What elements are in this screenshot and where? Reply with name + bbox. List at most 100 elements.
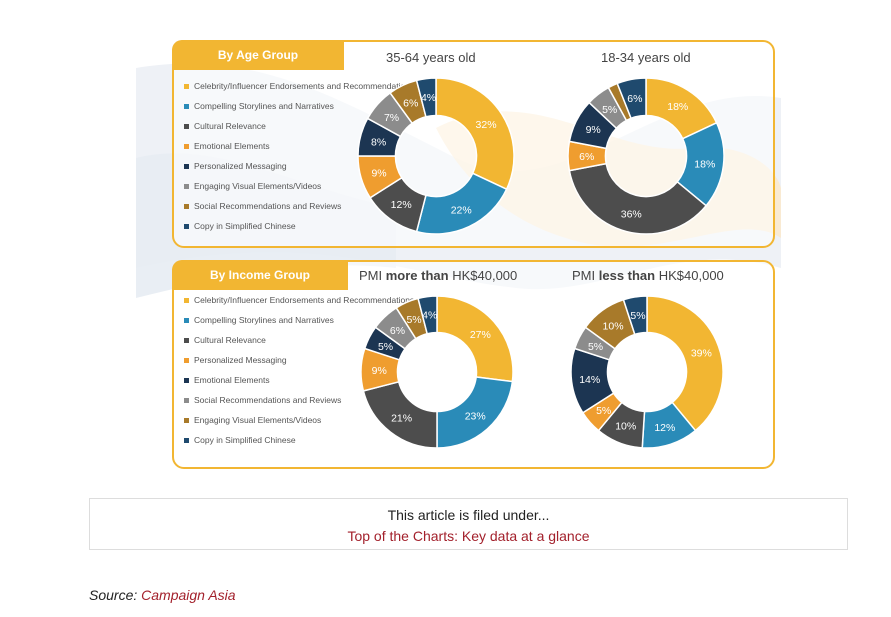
legend-swatch [184, 318, 189, 323]
slice-label: 32% [476, 119, 497, 131]
legend-item: Engaging Visual Elements/Videos [184, 416, 414, 436]
age-group-panel: By Age Group Celebrity/Influencer Endors… [172, 40, 775, 248]
donut-slice [415, 172, 508, 235]
legend-label: Copy in Simplified Chinese [194, 435, 296, 445]
slice-label: 6% [627, 93, 642, 105]
legend-label: Social Recommendations and Reviews [194, 395, 342, 405]
slice-label: 23% [465, 410, 486, 422]
slice-label: 22% [451, 205, 472, 217]
title-suffix: HK$40,000 [658, 268, 724, 283]
donut-slice [568, 162, 708, 235]
legend-swatch [184, 418, 189, 423]
donut-chart-pmi-more: 27%23%21%9%5%6%5% 4% [360, 295, 514, 449]
title-bold: more than [385, 268, 449, 283]
chart-title-35-64: 35-64 years old [386, 50, 476, 65]
chart-title-18-34: 18-34 years old [601, 50, 691, 65]
donut-slice [616, 77, 647, 120]
title-suffix: HK$40,000 [452, 268, 518, 283]
donut-slice [435, 77, 515, 191]
legend-label: Social Recommendations and Reviews [194, 201, 342, 211]
slice-label: 10% [603, 320, 624, 332]
legend-item: Copy in Simplified Chinese [184, 436, 414, 450]
legend-swatch [184, 104, 189, 109]
donut-chart-pmi-less: 39%12%10%5%14%5%10%5% [570, 295, 724, 449]
age-group-tab: By Age Group [172, 40, 344, 70]
slice-label: 9% [586, 124, 601, 136]
title-prefix: PMI [359, 268, 383, 283]
legend-item: Social Recommendations and Reviews [184, 396, 414, 416]
slice-label: 4% [421, 92, 436, 104]
slice-label: 6% [579, 151, 594, 163]
legend-swatch [184, 438, 189, 443]
slice-label: 12% [391, 199, 412, 211]
legend-swatch [184, 204, 189, 209]
slice-label: 6% [390, 325, 405, 337]
donut-chart-18-34: 18% 18% 36% 6% 9%5% 6% [567, 77, 725, 235]
legend-label: Engaging Visual Elements/Videos [194, 181, 322, 191]
legend-item: Celebrity/Influencer Endorsements and Re… [184, 296, 414, 316]
legend-item: Engaging Visual Elements/Videos [184, 182, 414, 202]
slice-label: 5% [588, 341, 603, 353]
slice-label: 6% [403, 97, 418, 109]
donut-slice [436, 376, 514, 449]
legend-item: Social Recommendations and Reviews [184, 202, 414, 222]
donut-slice [436, 295, 514, 383]
filed-under-heading: This article is filed under... [387, 507, 550, 523]
slice-label: 5% [602, 104, 617, 116]
slice-label: 5% [596, 405, 611, 417]
source-line: Source: Campaign Asia [89, 587, 236, 603]
slice-label: 39% [691, 347, 712, 359]
title-bold: less than [598, 268, 656, 283]
legend-item: Emotional Elements [184, 142, 414, 162]
slice-label: 5% [378, 341, 393, 353]
slice-label: 10% [615, 421, 636, 433]
slice-label: 18% [694, 158, 715, 170]
slice-label: 4% [422, 310, 437, 322]
income-group-tab: By Income Group [172, 260, 348, 290]
age-group-legend: Celebrity/Influencer Endorsements and Re… [184, 82, 414, 236]
legend-swatch [184, 338, 189, 343]
title-prefix: PMI [572, 268, 596, 283]
legend-swatch [184, 224, 189, 229]
legend-item: Cultural Relevance [184, 122, 414, 142]
slice-label: 9% [372, 365, 387, 377]
chart-title-pmi-less: PMI less than HK$40,000 [572, 268, 724, 283]
slice-label: 27% [470, 329, 491, 341]
legend-swatch [184, 378, 189, 383]
legend-label: Emotional Elements [194, 375, 270, 385]
source-prefix: Source: [89, 587, 138, 603]
slice-label: 5% [630, 310, 645, 322]
legend-swatch [184, 124, 189, 129]
legend-swatch [184, 84, 189, 89]
legend-label: Cultural Relevance [194, 335, 266, 345]
slice-label: 9% [371, 168, 386, 180]
legend-label: Celebrity/Influencer Endorsements and Re… [194, 295, 415, 305]
slice-label: 36% [621, 208, 642, 220]
donut-slice [417, 295, 438, 335]
slice-label: 8% [371, 136, 386, 148]
slice-label: 5% [406, 314, 421, 326]
legend-swatch [184, 184, 189, 189]
infographic: By Age Group Celebrity/Influencer Endors… [136, 38, 781, 470]
legend-item: Cultural Relevance [184, 336, 414, 356]
filed-under-box: This article is filed under... Top of th… [89, 498, 848, 550]
slice-label: 12% [654, 422, 675, 434]
legend-label: Engaging Visual Elements/Videos [194, 415, 322, 425]
legend-swatch [184, 144, 189, 149]
legend-swatch [184, 164, 189, 169]
legend-label: Celebrity/Influencer Endorsements and Re… [194, 81, 415, 91]
legend-label: Emotional Elements [194, 141, 270, 151]
legend-item: Celebrity/Influencer Endorsements and Re… [184, 82, 414, 102]
legend-item: Compelling Storylines and Narratives [184, 316, 414, 336]
filed-under-link[interactable]: Top of the Charts: Key data at a glance [347, 528, 590, 544]
slice-label: 18% [667, 101, 688, 113]
slice-label: 21% [391, 413, 412, 425]
legend-item: Emotional Elements [184, 376, 414, 396]
legend-label: Personalized Messaging [194, 355, 287, 365]
slice-label: 14% [579, 374, 600, 386]
legend-item: Copy in Simplified Chinese [184, 222, 414, 236]
legend-swatch [184, 298, 189, 303]
slice-label: 7% [384, 112, 399, 124]
donut-slice [646, 295, 724, 432]
source-link[interactable]: Campaign Asia [141, 587, 236, 603]
